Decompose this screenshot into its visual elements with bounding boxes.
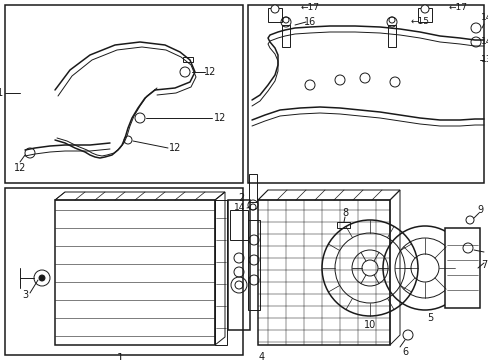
Text: 13: 13 — [480, 55, 488, 64]
Text: 12: 12 — [203, 67, 216, 77]
Bar — [227, 200, 249, 330]
Text: 2: 2 — [237, 193, 244, 203]
Text: 12: 12 — [213, 113, 226, 123]
Text: 14: 14 — [480, 37, 488, 46]
Circle shape — [270, 5, 279, 13]
Text: 6: 6 — [401, 347, 407, 357]
Bar — [247, 220, 260, 310]
Text: 10: 10 — [363, 320, 375, 330]
Text: 12: 12 — [168, 143, 181, 153]
Text: 9: 9 — [476, 205, 482, 215]
Bar — [215, 200, 226, 345]
Text: 1: 1 — [116, 353, 123, 360]
Bar — [248, 174, 257, 202]
Bar — [267, 8, 282, 22]
Text: 8: 8 — [341, 208, 347, 218]
Bar — [247, 5, 483, 183]
Text: 14: 14 — [233, 203, 244, 212]
Text: ←15: ←15 — [409, 18, 428, 27]
Circle shape — [39, 275, 45, 281]
Text: ←17: ←17 — [447, 4, 467, 13]
Text: 3: 3 — [22, 290, 28, 300]
Bar — [387, 25, 395, 47]
Bar — [282, 25, 289, 47]
Circle shape — [420, 5, 428, 13]
Bar — [444, 228, 479, 308]
Text: 12: 12 — [14, 163, 26, 173]
Text: 4: 4 — [259, 352, 264, 360]
Text: 14: 14 — [480, 13, 488, 22]
Text: 11: 11 — [0, 88, 4, 98]
Bar — [417, 8, 431, 22]
Text: ←17: ←17 — [300, 4, 319, 13]
Bar — [5, 5, 243, 183]
Text: 16: 16 — [303, 17, 315, 27]
Text: 7: 7 — [480, 260, 486, 270]
Bar — [5, 188, 243, 355]
Text: 5: 5 — [426, 313, 432, 323]
